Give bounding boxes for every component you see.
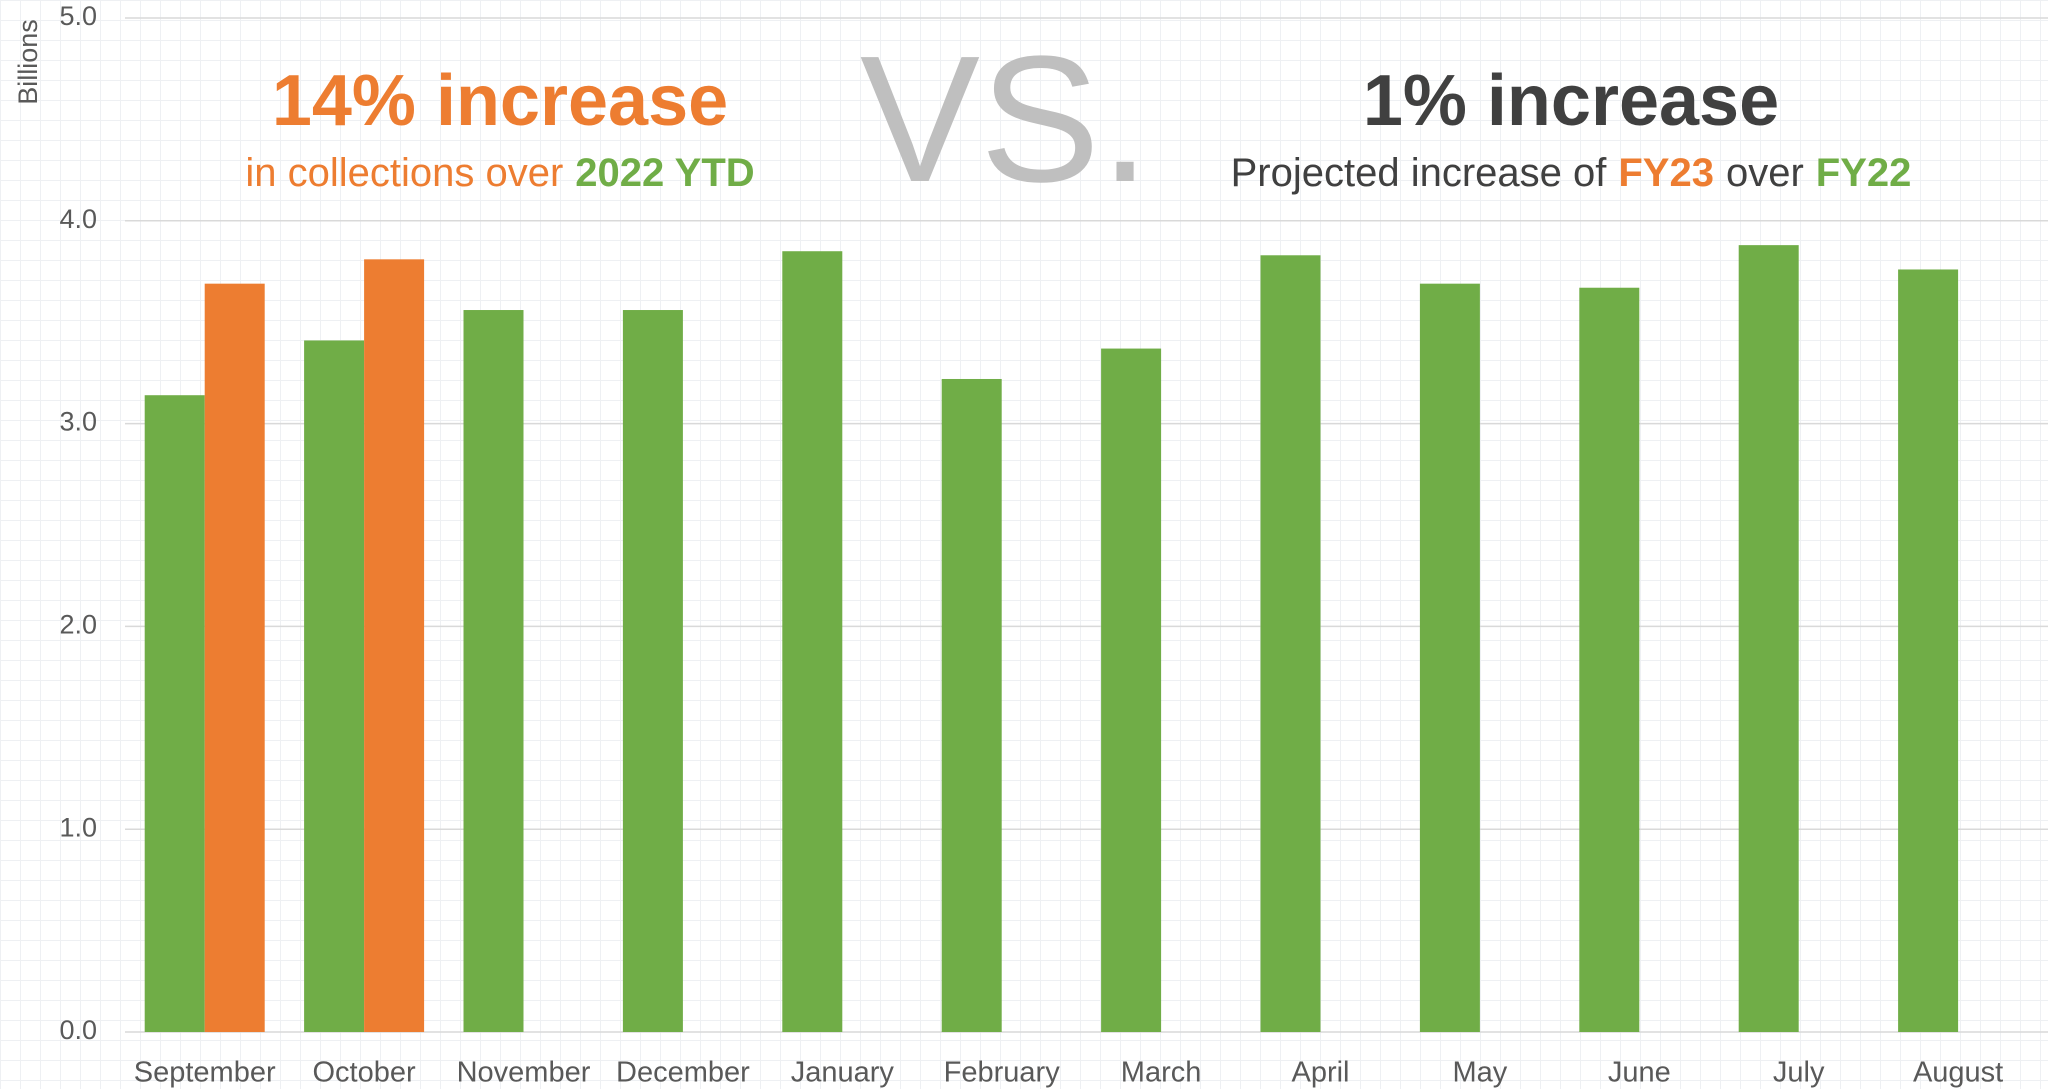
- annotation-part: in collections over: [245, 151, 563, 195]
- x-tick-label: March: [1121, 1057, 1202, 1089]
- y-tick-label: 3.0: [59, 407, 97, 437]
- bar: [204, 283, 265, 1033]
- bar: [782, 251, 843, 1033]
- annotation-part: over: [1726, 151, 1804, 195]
- x-tick-label: February: [944, 1057, 1061, 1089]
- y-tick-label: 5.0: [59, 1, 97, 31]
- x-tick-label: April: [1291, 1057, 1349, 1089]
- x-tick-label: July: [1773, 1057, 1825, 1089]
- bar: [463, 310, 524, 1033]
- x-tick-label: December: [616, 1057, 750, 1089]
- bar: [144, 395, 205, 1032]
- y-tick-label: 1.0: [59, 812, 97, 842]
- annotation-part: 1% increase: [1363, 61, 1779, 141]
- y-tick-label: 4.0: [59, 204, 97, 234]
- x-tick-label: June: [1608, 1057, 1671, 1089]
- annotation: 1% increase: [1363, 61, 1779, 141]
- bar: [1260, 255, 1321, 1032]
- bar: [1579, 287, 1640, 1032]
- annotation-part: Projected increase of: [1231, 151, 1608, 195]
- x-tick-label: September: [134, 1057, 276, 1089]
- bar: [941, 378, 1002, 1032]
- annotation: in collections over 2022 YTD: [245, 151, 754, 195]
- annotation-part: FY22: [1816, 151, 1912, 195]
- bar: [1898, 269, 1959, 1032]
- annotation-part: VS.: [860, 19, 1150, 220]
- annotation: 14% increase: [272, 61, 728, 141]
- bar: [622, 310, 683, 1033]
- x-tick-label: August: [1913, 1057, 2003, 1089]
- y-axis-label: Billions: [13, 19, 43, 105]
- x-tick-label: October: [313, 1057, 416, 1089]
- y-tick-label: 2.0: [59, 610, 97, 640]
- bar: [1101, 348, 1162, 1033]
- annotation-part: FY23: [1618, 151, 1714, 195]
- x-tick-label: May: [1453, 1057, 1508, 1089]
- x-tick-label: November: [457, 1057, 591, 1089]
- annotation: Projected increase of FY23 over FY22: [1231, 151, 1912, 195]
- annotation-part: 2022 YTD: [575, 151, 754, 195]
- bar: [1419, 283, 1480, 1033]
- bar: [304, 340, 365, 1032]
- y-tick-label: 0.0: [59, 1015, 97, 1045]
- bar: [364, 259, 425, 1032]
- annotation-part: 14% increase: [272, 61, 728, 141]
- x-tick-label: January: [791, 1057, 895, 1089]
- bar: [1738, 245, 1799, 1033]
- annotation: VS.: [860, 19, 1150, 220]
